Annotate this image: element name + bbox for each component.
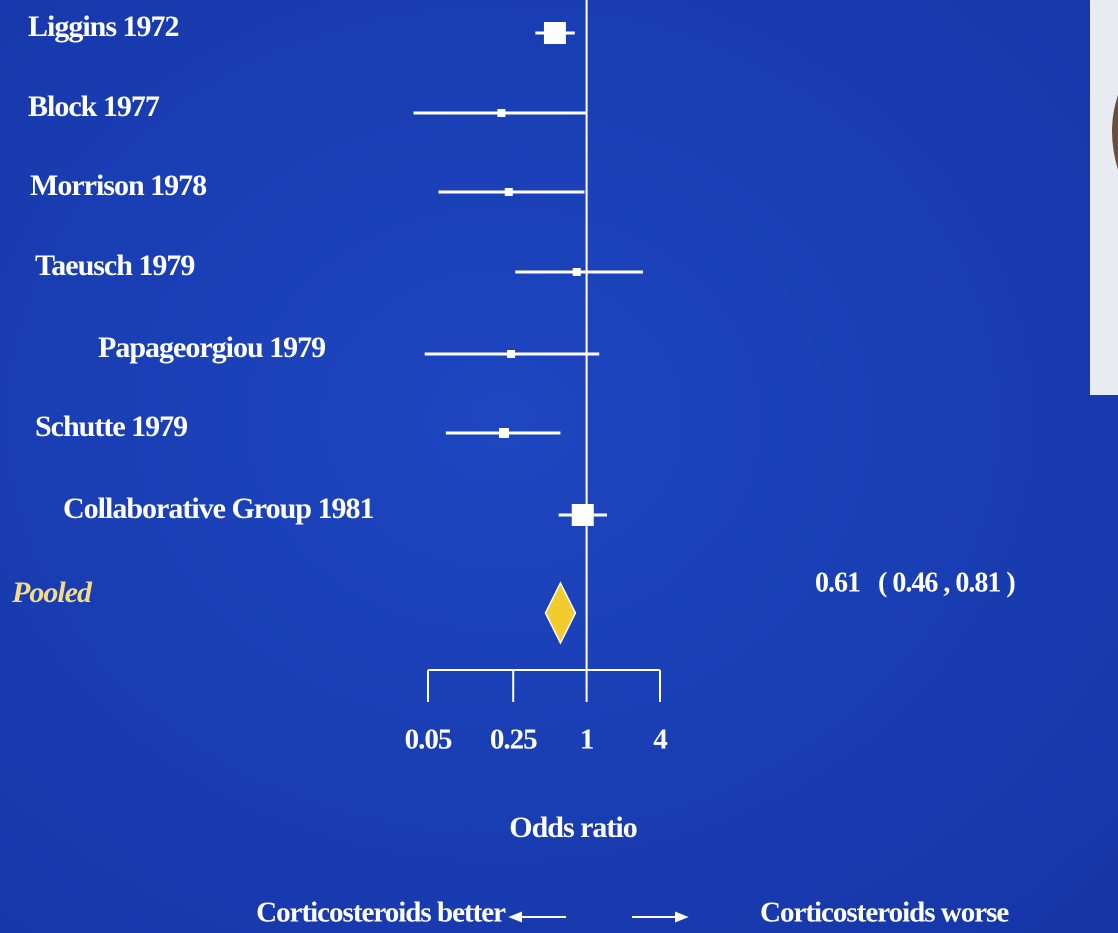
point-estimate [572,268,581,276]
x-tick-label: 0.05 [405,724,452,756]
point-estimate [498,428,509,438]
point-estimate [571,504,594,526]
point-estimate [497,109,506,117]
x-axis-label: Odds ratio [509,811,637,844]
x-tick-label: 4 [653,724,667,756]
point-estimate [504,188,513,196]
x-tick-label: 1 [580,724,594,756]
arrow-head [675,911,689,923]
study-label: Collaborative Group 1981 [63,492,373,525]
x-tick-label: 0.25 [490,724,537,756]
inset-detail [1112,95,1118,170]
point-estimate [507,350,516,358]
study-label: Block 1977 [28,90,160,123]
annotation-better: Corticosteroids better [256,897,506,929]
point-estimate [543,22,566,44]
study-label: Liggins 1972 [28,10,179,43]
inset-frame [1090,0,1118,395]
study-label: Papageorgiou 1979 [98,331,325,364]
arrow-head [508,911,522,923]
pooled-label: Pooled [11,576,93,609]
pooled-diamond [544,581,577,645]
pooled-estimate: 0.61 ( 0.46 , 0.81 ) [815,567,1015,598]
arrows [508,911,689,923]
study-label: Schutte 1979 [35,410,187,443]
study-label: Morrison 1978 [30,169,206,202]
study-label: Taeusch 1979 [35,249,194,282]
annotation-worse: Corticosteroids worse [760,897,1009,929]
